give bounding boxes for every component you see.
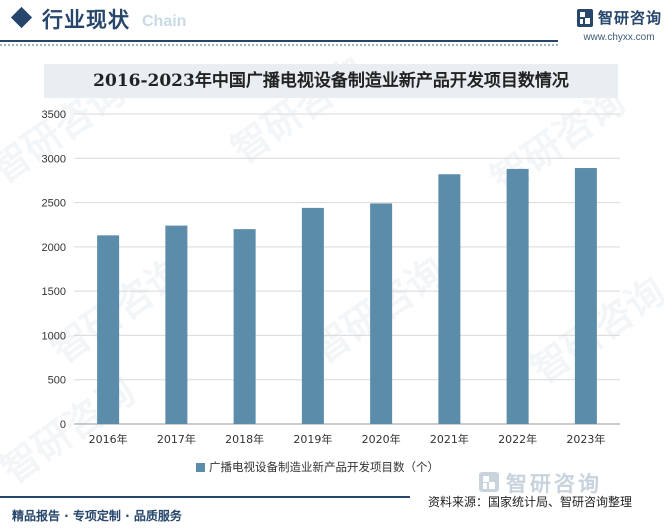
brand-url: www.chyxx.com — [583, 32, 655, 43]
y-tick-label: 3000 — [42, 153, 66, 165]
x-tick-label: 2016年 — [89, 432, 128, 446]
x-tick-label: 2019年 — [293, 432, 332, 446]
bar — [506, 168, 529, 424]
footer-divider — [0, 496, 410, 498]
brand-logo: 智研咨询 www.chyxx.com — [576, 6, 662, 46]
y-tick-label: 2500 — [42, 198, 66, 210]
footer-tagline: 精品报告 · 专项定制 · 品质服务 — [12, 509, 182, 523]
chart-title-bar: 2016-2023年中国广播电视设备制造业新产品开发项目数情况 — [44, 64, 618, 98]
x-tick-label: 2022年 — [498, 432, 537, 446]
y-tick-label: 2000 — [42, 242, 66, 254]
y-tick-label: 1500 — [42, 286, 66, 298]
diamond-icon — [10, 6, 33, 29]
bar — [233, 229, 256, 424]
page-header: 行业现状 Chain 智研咨询 www.chyxx.com — [0, 0, 664, 50]
y-tick-label: 500 — [48, 375, 66, 387]
section-title: 行业现状 — [42, 8, 130, 32]
y-tick-label: 3500 — [42, 109, 66, 121]
bar — [165, 225, 188, 424]
header-divider-dotted — [0, 44, 558, 46]
brand-logo-text: 智研咨询 — [598, 9, 663, 27]
bar — [574, 168, 597, 424]
bar — [301, 207, 324, 424]
brand-logo-icon — [577, 9, 593, 27]
bar — [97, 235, 120, 424]
x-tick-label: 2021年 — [430, 432, 469, 446]
bottom-logo: 智研咨询 — [478, 470, 658, 496]
chart-legend: 广播电视设备制造业新产品开发项目数（个） — [196, 459, 439, 475]
bar-chart: 0 500 1000 1500 2000 2500 3000 3500 2016年 2017年 20… — [42, 109, 620, 446]
bar — [370, 203, 393, 424]
y-tick-label: 0 — [60, 419, 66, 431]
bottom-logo-text: 智研咨询 — [506, 472, 602, 496]
x-tick-label: 2020年 — [362, 432, 401, 446]
x-tick-label: 2018年 — [225, 432, 264, 446]
x-tick-label: 2023年 — [566, 432, 605, 446]
y-tick-label: 1000 — [42, 330, 66, 342]
bar — [438, 174, 461, 424]
legend-label: 广播电视设备制造业新产品开发项目数（个） — [209, 460, 439, 474]
legend-swatch — [196, 462, 205, 472]
header-divider — [0, 40, 558, 42]
chain-watermark: Chain — [142, 13, 187, 30]
x-tick-label: 2017年 — [157, 432, 196, 446]
bottom-logo-icon — [479, 472, 499, 492]
chart-title: 2016-2023年中国广播电视设备制造业新产品开发项目数情况 — [93, 71, 569, 91]
source-note: 资料来源：国家统计局、智研咨询整理 — [428, 495, 633, 509]
